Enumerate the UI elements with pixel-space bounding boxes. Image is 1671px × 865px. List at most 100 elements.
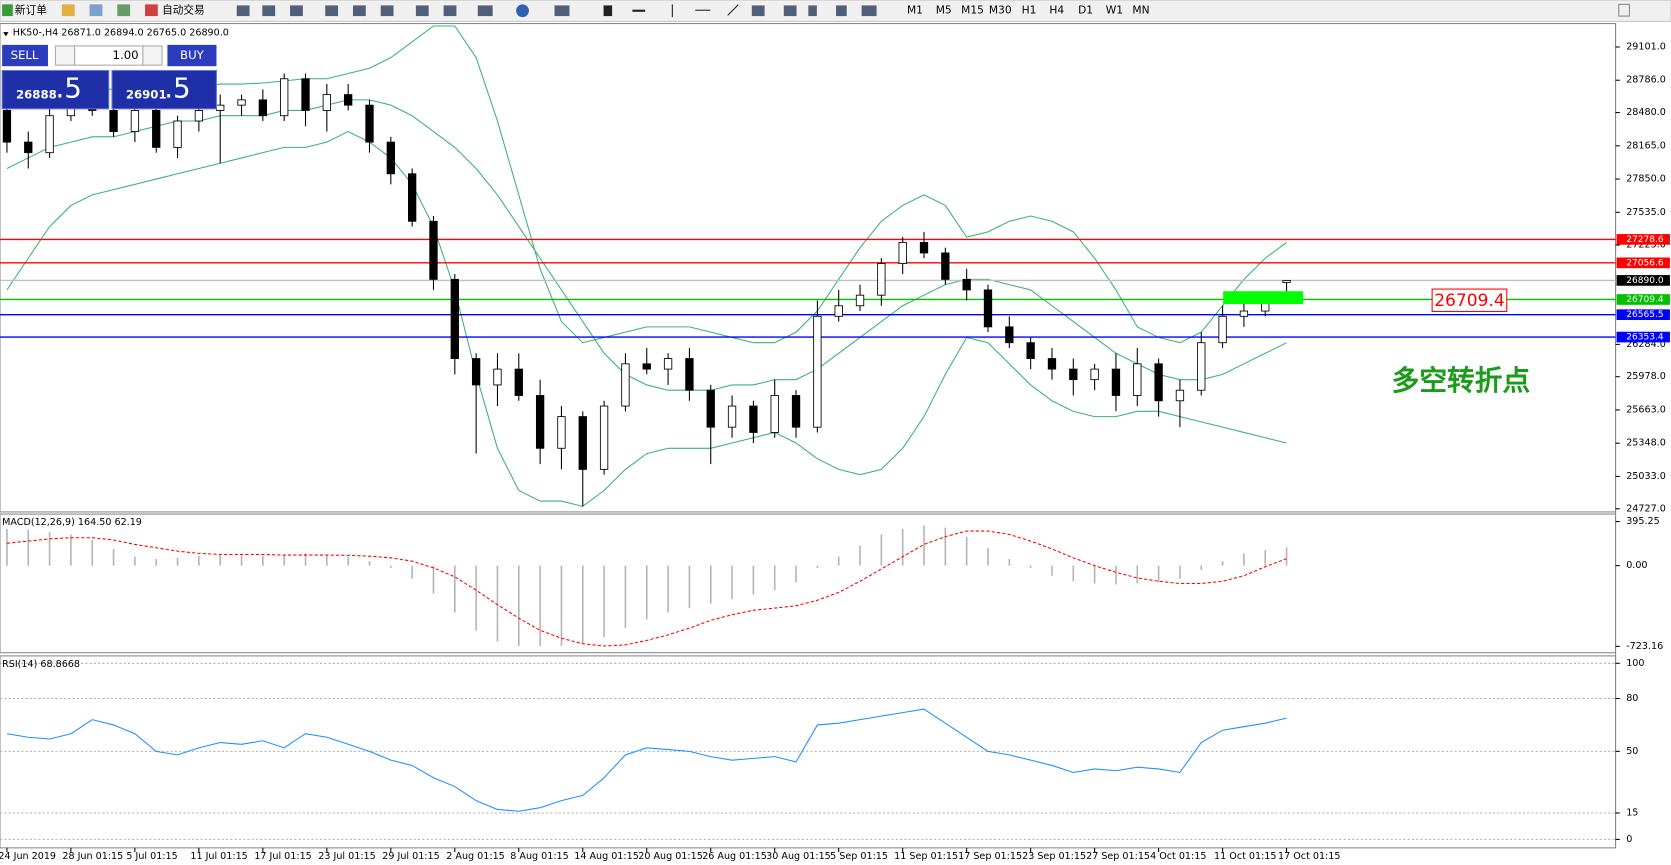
timeframe-button[interactable]: M1 (907, 4, 923, 17)
ask-pips[interactable]: .5 (164, 72, 190, 105)
auto-trading-button[interactable]: 自动交易 (162, 4, 205, 17)
x-tick-label: 4 Oct 01:15 (1150, 851, 1206, 862)
toolbar-icon[interactable] (836, 5, 847, 17)
y-tick-label: 27225.0 (1626, 240, 1666, 251)
x-tick-label: 28 Jun 01:15 (62, 851, 123, 862)
bid-pips[interactable]: .5 (55, 72, 81, 105)
macd-panel-title: MACD(12,26,9) 164.50 62.19 (2, 517, 142, 528)
toolbar-icon[interactable] (783, 5, 797, 17)
candle-body (855, 294, 865, 307)
candle-body (1069, 368, 1078, 381)
lot-decrease[interactable] (54, 45, 76, 66)
rsi-panel-title: RSI(14) 68.8668 (2, 659, 80, 670)
level-tag (1616, 294, 1670, 305)
candle-body (216, 104, 225, 111)
trade-panel: SELL 1.00 BUY 26888 .5 26901 .5 (1, 44, 218, 110)
candle-body (642, 363, 651, 370)
candle-body (24, 141, 33, 154)
timeframe-button[interactable]: H1 (1022, 4, 1037, 17)
candle-body (578, 416, 587, 470)
x-tick-label: 11 Jul 01:15 (190, 851, 247, 862)
candle-body (344, 94, 353, 106)
level-tag (1616, 275, 1670, 286)
candle-body (471, 358, 481, 386)
ask-main[interactable]: 26901 (126, 87, 167, 101)
y-tick-label: 27535.0 (1626, 207, 1666, 218)
y-tick-label: 27850.0 (1626, 174, 1666, 185)
price-tag-box (1431, 288, 1508, 313)
price-panel-title: HK50-,H4 26871.0 26894.0 26765.0 26890.0 (13, 28, 229, 39)
toolbar-icon[interactable] (554, 5, 570, 17)
sell-button[interactable] (2, 44, 48, 67)
timeframe-button[interactable]: D1 (1078, 4, 1093, 17)
sell-label[interactable]: SELL (11, 48, 39, 62)
candle-body (1197, 342, 1206, 391)
candle-body (45, 115, 54, 154)
price-tag: 26709.4 (1434, 291, 1505, 311)
buy-button[interactable] (167, 44, 217, 67)
candle-body (770, 395, 779, 433)
lot-increase[interactable] (142, 45, 163, 66)
timeframe-button[interactable]: W1 (1106, 4, 1123, 17)
lot-value[interactable]: 1.00 (113, 48, 139, 62)
buy-label[interactable]: BUY (180, 48, 205, 62)
level-tag (1616, 257, 1670, 269)
crosshair-tool[interactable] (632, 9, 646, 12)
bid-main[interactable]: 26888 (16, 87, 57, 101)
annotation-note: 多空转折点 (1392, 364, 1531, 397)
timeframe-button[interactable]: MN (1132, 4, 1149, 17)
toolbar-icon[interactable] (352, 5, 366, 17)
y-tick-label: 100 (1626, 658, 1644, 669)
candle-body (962, 278, 971, 291)
toolbar-icon[interactable] (443, 5, 457, 17)
timeframe-button[interactable]: H4 (1049, 4, 1064, 17)
toolbar-icon[interactable] (262, 5, 276, 17)
scroll-arrow[interactable] (1618, 3, 1630, 17)
vline-tool[interactable] (671, 4, 673, 18)
toolbar-icon[interactable] (236, 5, 250, 17)
candle-body (727, 405, 737, 428)
x-tick-label: 17 Sep 01:15 (958, 851, 1022, 862)
level-tag (1616, 234, 1670, 245)
candle-body (1026, 342, 1035, 359)
ask-box[interactable] (111, 69, 218, 110)
new-order-button[interactable]: 新订单 (15, 4, 47, 17)
toolbar-icon[interactable] (290, 5, 303, 17)
x-tick-label: 5 Jul 01:15 (126, 851, 177, 862)
candle-body (813, 315, 822, 428)
toolbar-icon[interactable] (325, 5, 339, 17)
candle-body (919, 241, 929, 254)
candle-body (706, 389, 715, 428)
new-order-icon[interactable] (2, 4, 13, 17)
bid-box[interactable] (1, 69, 110, 110)
toolbar-icon[interactable] (61, 4, 75, 17)
toolbar-icon[interactable] (808, 5, 817, 17)
toolbar-icon[interactable] (89, 4, 103, 17)
toolbar-icon[interactable] (415, 5, 429, 17)
candle-body (1005, 326, 1014, 344)
plot-area (0, 25, 1616, 840)
timeframe-button[interactable]: M5 (936, 4, 952, 17)
cursor-tool[interactable] (603, 5, 613, 17)
y-tick-label: 25348.0 (1626, 438, 1666, 449)
y-tick-label: 15 (1626, 807, 1638, 818)
hline-tool[interactable] (695, 9, 711, 11)
level-tag-label: 26353.4 (1626, 333, 1664, 343)
auto-trading-icon[interactable] (145, 4, 158, 17)
candle-body (834, 305, 843, 317)
toolbar-icon[interactable] (477, 5, 493, 17)
trendline-tool[interactable] (727, 4, 739, 16)
toolbar-icon[interactable] (516, 4, 529, 18)
axes: 29101.0 28786.0 28480.0 28165.0 27850.0 27535… (0, 41, 1670, 862)
toolbar-icon[interactable] (380, 5, 394, 17)
macd-signal (6, 530, 1287, 647)
timeframe-button[interactable]: M30 (989, 4, 1012, 17)
toolbar-icon[interactable] (861, 5, 877, 17)
candle-body (749, 405, 758, 433)
timeframe-button[interactable]: M15 (961, 4, 984, 17)
toolbar-icon[interactable] (751, 5, 765, 17)
toolbar-icon[interactable] (117, 4, 131, 17)
candle-body (791, 395, 801, 428)
candle-body (109, 110, 118, 132)
